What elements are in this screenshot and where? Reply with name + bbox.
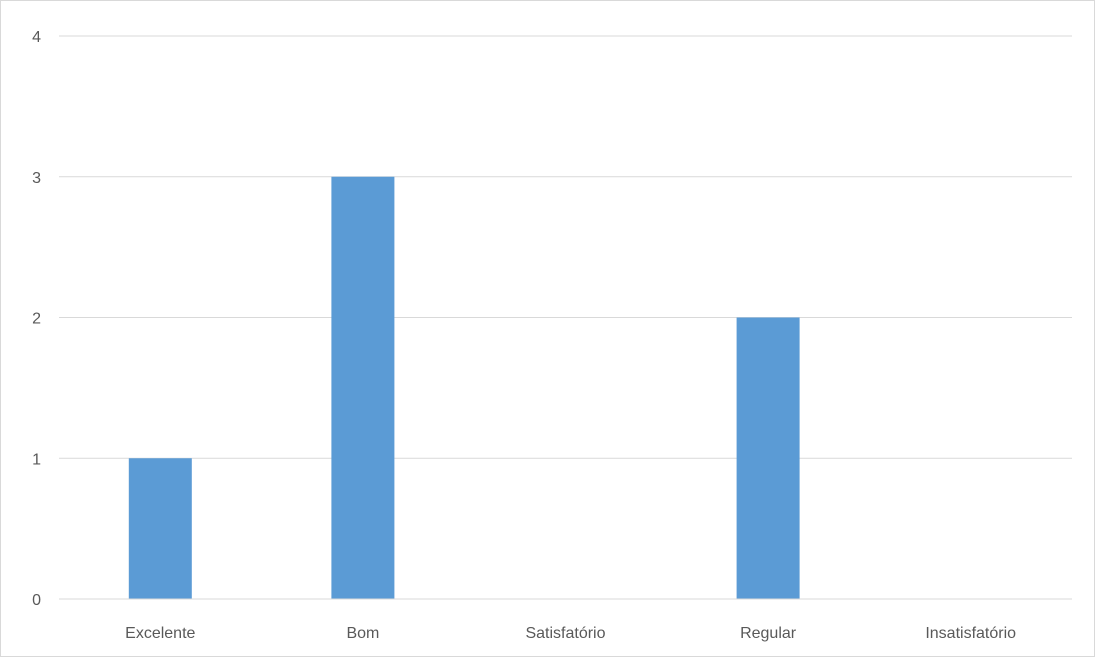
x-tick-label: Regular	[740, 625, 797, 642]
gridlines	[59, 35, 1072, 459]
bar-regular	[736, 317, 800, 599]
x-tick-label: Bom	[346, 625, 379, 642]
x-tick-label: Satisfatório	[525, 625, 605, 642]
x-tick-label: Insatisfatório	[925, 625, 1016, 642]
y-tick-label: 3	[32, 170, 41, 187]
y-axis-ticks: 0 1 2 3 4	[32, 29, 41, 609]
y-tick-label: 4	[32, 29, 41, 46]
bars	[128, 176, 800, 599]
x-tick-label: Excelente	[125, 625, 195, 642]
y-tick-label: 1	[32, 451, 41, 468]
x-axis-ticks: Excelente Bom Satisfatório Regular Insatisfa…	[125, 625, 1016, 642]
bar-bom	[331, 176, 395, 599]
y-tick-label: 0	[32, 592, 41, 609]
bar-excelente	[128, 458, 192, 599]
y-tick-label: 2	[32, 311, 41, 328]
